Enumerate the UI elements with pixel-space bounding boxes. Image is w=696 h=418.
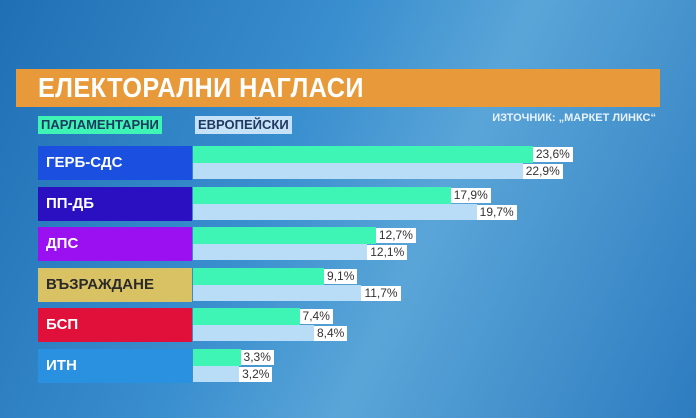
category-label: ДПС xyxy=(38,227,192,261)
chart-title: ЕЛЕКТОРАЛНИ НАГЛАСИ xyxy=(38,72,364,103)
value-label: 3,3% xyxy=(240,349,274,365)
value-label: 12,7% xyxy=(375,228,416,243)
bar-parliamentary xyxy=(193,146,533,163)
source-note: ИЗТОЧНИК: „МАРКЕТ ЛИНКС“ xyxy=(492,112,656,124)
legend-european: ЕВРОПЕЙСКИ xyxy=(195,116,292,134)
category-label: ГЕРБ-СДС xyxy=(38,146,192,180)
bar-parliamentary xyxy=(193,308,300,325)
bar-parliamentary xyxy=(193,186,451,204)
value-label: 19,7% xyxy=(476,204,517,220)
category-label: ИТН xyxy=(38,348,192,383)
category-label: ВЪЗРАЖДАНЕ xyxy=(38,267,192,302)
bar-parliamentary xyxy=(193,227,376,244)
bar-european xyxy=(193,244,368,260)
bar-european xyxy=(193,163,523,179)
value-label: 12,1% xyxy=(367,245,408,260)
value-label: 17,9% xyxy=(450,187,491,203)
bar-european xyxy=(193,365,240,382)
bar-european xyxy=(193,284,362,301)
value-label: 22,9% xyxy=(522,164,563,179)
value-label: 3,2% xyxy=(239,366,273,382)
legend-parliamentary: ПАРЛАМЕНТАРНИ xyxy=(38,116,162,134)
value-label: 9,1% xyxy=(324,268,358,284)
value-label: 8,4% xyxy=(313,326,348,341)
value-label: 11,7% xyxy=(361,285,401,301)
category-label: БСП xyxy=(38,308,192,342)
bar-european xyxy=(193,203,477,220)
bar-parliamentary xyxy=(193,267,325,285)
bar-european xyxy=(193,325,314,341)
title-bar: ЕЛЕКТОРАЛНИ НАГЛАСИ xyxy=(16,69,660,107)
value-label: 23,6% xyxy=(532,147,573,162)
bar-parliamentary xyxy=(193,348,241,366)
value-label: 7,4% xyxy=(299,309,333,324)
category-label: ПП-ДБ xyxy=(38,186,192,221)
